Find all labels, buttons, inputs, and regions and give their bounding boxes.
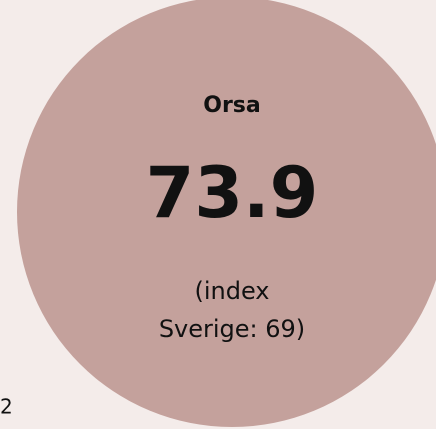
region-name: Orsa (203, 93, 261, 118)
circle (17, 0, 436, 427)
note-line: (index (194, 277, 269, 305)
value: 73.9 (146, 152, 319, 234)
note-line: Sverige: 69) (159, 315, 305, 343)
corner-text: 2 (0, 395, 13, 419)
